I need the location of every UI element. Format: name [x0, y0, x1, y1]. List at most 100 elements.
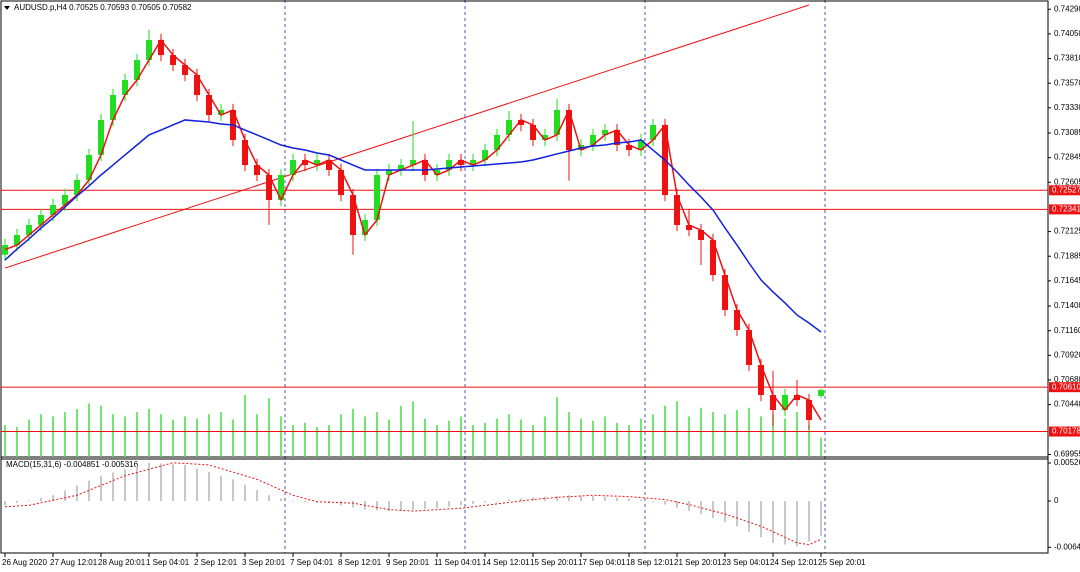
macd-bar [484, 500, 486, 503]
macd-bar [184, 464, 186, 501]
candle-body [134, 59, 140, 81]
x-tick-label: 21 Sep 20:01 [674, 558, 722, 567]
candle-body [722, 275, 728, 310]
volume-bar [184, 416, 186, 457]
level-label-box [1049, 382, 1080, 393]
candle-body [686, 225, 692, 231]
candle-body [218, 109, 224, 116]
candle-body [806, 400, 812, 421]
macd-bar [700, 500, 702, 514]
macd-bar [724, 500, 726, 523]
macd-bar [148, 462, 150, 501]
candle-body [590, 134, 596, 146]
x-tick-label: 3 Sep 20:01 [242, 558, 286, 567]
macd-bar [640, 499, 642, 501]
volume-bar [784, 418, 786, 457]
moving-average [4, 38, 822, 421]
macd-bar [352, 500, 354, 508]
candle-body [146, 39, 152, 60]
volume-bar [292, 424, 294, 457]
macd-bar [436, 500, 438, 509]
volume-bar [304, 422, 306, 457]
candle-body [734, 309, 740, 330]
candle-body [758, 364, 764, 395]
candle-body [566, 109, 572, 151]
macd-bar [292, 500, 294, 502]
macd-bar [340, 500, 342, 506]
volume-bar [232, 419, 234, 457]
candle-body [2, 245, 8, 255]
macd-bar [508, 499, 510, 501]
macd-bar [112, 472, 114, 501]
candle-body [518, 119, 524, 125]
volume-bar [112, 414, 114, 457]
volume-bar [52, 416, 54, 457]
volume-bar [460, 416, 462, 457]
x-tick-label: 2 Sep 12:01 [194, 558, 238, 567]
volume-bar [556, 397, 558, 457]
candle-body [302, 160, 308, 166]
candle-body [614, 130, 620, 146]
volume-bar [724, 414, 726, 457]
volume-bar [196, 418, 198, 457]
volume-bar [148, 408, 150, 457]
y-tick-label: 0.71885 [1054, 251, 1080, 260]
volume-bar [484, 422, 486, 457]
macd-bar [472, 500, 474, 504]
candle-body [710, 240, 716, 276]
macd-bar [136, 465, 138, 501]
candle-body [206, 94, 212, 116]
candle-body [98, 119, 104, 155]
x-tick-label: 15 Sep 20:01 [530, 558, 578, 567]
volume-bar [688, 416, 690, 457]
frame [0, 0, 1049, 554]
volume-bar [436, 424, 438, 457]
macd-bar [400, 500, 402, 511]
macd-bar [784, 500, 786, 545]
candle-body [278, 174, 284, 200]
macd-bar [808, 500, 810, 542]
candle-body [26, 225, 32, 235]
volume-bar [736, 409, 738, 457]
candle-body [86, 154, 92, 181]
candle-body [602, 130, 608, 135]
macd-bar [172, 464, 174, 501]
macd-bar [100, 475, 102, 501]
volume-bar [136, 412, 138, 457]
volume-bar [88, 403, 90, 457]
candle-body [326, 160, 332, 170]
volume-bar [628, 424, 630, 457]
volume-bar [472, 424, 474, 457]
macd-title: MACD(15,31,6) -0.004851 -0.005316 [6, 460, 139, 469]
candle-body [746, 329, 752, 365]
candle-body [194, 74, 200, 95]
candle-body [14, 234, 20, 246]
x-tick-label: 8 Sep 12:01 [338, 558, 382, 567]
volume-bar [124, 416, 126, 457]
macd-bar [424, 500, 426, 509]
macd-bar [736, 500, 738, 527]
macd-bar [232, 479, 234, 501]
candle-body [374, 174, 380, 220]
macd-bar [124, 469, 126, 501]
x-tick-label: 18 Sep 12:01 [626, 558, 674, 567]
volume-bar [424, 418, 426, 457]
menu-arrow [4, 6, 10, 10]
volume-bar [268, 398, 270, 457]
x-tick-label: 17 Sep 04:01 [578, 558, 626, 567]
volume-bar [676, 401, 678, 457]
candle-body [434, 169, 440, 175]
candle-body [182, 65, 188, 75]
macd-bar [592, 496, 594, 501]
volume-bar [616, 422, 618, 457]
x-tick-label: 14 Sep 12:01 [482, 558, 530, 567]
macd-bar [568, 495, 570, 501]
chart-title: AUDUSD.p,H4 0.70525 0.70593 0.70505 0.70… [14, 3, 192, 12]
macd-bar [388, 500, 390, 512]
candle-body [350, 195, 356, 235]
macd-bar [544, 496, 546, 501]
candle-body [446, 160, 452, 170]
